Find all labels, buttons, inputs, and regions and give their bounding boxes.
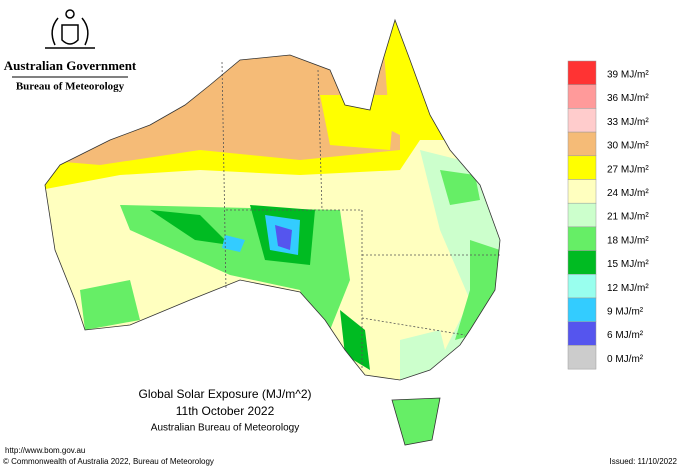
map-title: Global Solar Exposure (MJ/m^2) bbox=[138, 387, 311, 401]
copyright: © Commonwealth of Australia 2022, Bureau… bbox=[3, 457, 214, 466]
legend-label: 33 MJ/m² bbox=[607, 117, 649, 128]
legend-swatch bbox=[567, 321, 597, 346]
legend-label: 0 MJ/m² bbox=[607, 354, 644, 365]
legend-swatch bbox=[567, 131, 597, 157]
legend-swatch bbox=[567, 274, 597, 299]
coastline bbox=[44, 18, 501, 446]
legend-swatch bbox=[567, 155, 597, 180]
legend-label: 12 MJ/m² bbox=[607, 283, 649, 294]
legend-label: 30 MJ/m² bbox=[607, 141, 649, 152]
legend-swatch bbox=[567, 345, 597, 370]
legend-swatch bbox=[567, 60, 597, 85]
legend-label: 18 MJ/m² bbox=[607, 235, 649, 246]
legend-label: 27 MJ/m² bbox=[607, 164, 649, 175]
issued: Issued: 11/10/2022 bbox=[610, 457, 678, 466]
legend-label: 6 MJ/m² bbox=[607, 330, 644, 341]
legend-swatch bbox=[567, 297, 597, 322]
legend-swatch bbox=[567, 179, 597, 204]
bureau: Bureau of Meteorology bbox=[16, 81, 125, 93]
legend-swatch bbox=[567, 84, 597, 109]
crest bbox=[45, 9, 95, 49]
legend-swatch bbox=[567, 108, 597, 133]
map-date: 11th October 2022 bbox=[176, 404, 275, 418]
map-source: Australian Bureau of Meteorology bbox=[151, 423, 299, 434]
agency: Australian Government bbox=[4, 58, 137, 73]
legend-swatch bbox=[567, 250, 597, 275]
legend-label: 36 MJ/m² bbox=[607, 93, 649, 104]
legend-label: 24 MJ/m² bbox=[607, 188, 649, 199]
legend-label: 21 MJ/m² bbox=[607, 212, 649, 223]
url: http://www.bom.gov.au bbox=[5, 446, 85, 455]
legend-label: 39 MJ/m² bbox=[607, 69, 649, 80]
legend-swatch bbox=[567, 202, 597, 228]
state-borders bbox=[221, 61, 500, 370]
legend-label: 15 MJ/m² bbox=[607, 259, 649, 270]
legend-label: 9 MJ/m² bbox=[607, 306, 644, 317]
legend: 39 MJ/m² 36 MJ/m² 33 MJ/m² 30 MJ/m² 27 MJ/m²… bbox=[567, 60, 649, 370]
legend-swatch bbox=[567, 226, 597, 251]
